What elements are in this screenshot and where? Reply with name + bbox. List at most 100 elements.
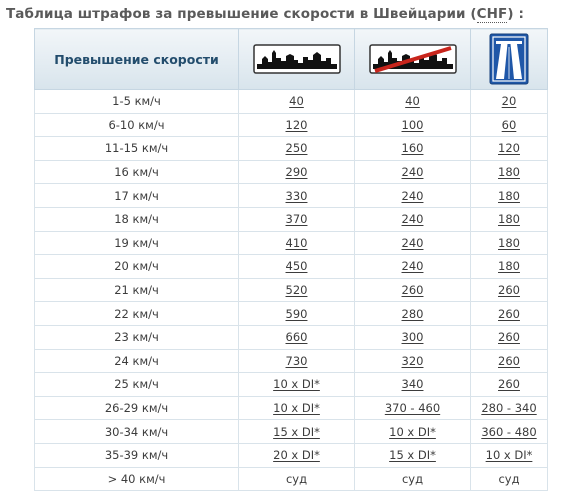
speed-cell: 30-34 км/ч <box>34 419 239 444</box>
town-fine-cell-value[interactable]: 450 <box>285 259 308 274</box>
town-end-fine-cell: 240 <box>354 206 471 232</box>
motorway-fine-cell-value[interactable]: 260 <box>498 377 520 392</box>
speed-cell: 11-15 км/ч <box>34 136 239 161</box>
town-fine-cell-value[interactable]: 120 <box>285 117 308 132</box>
motorway-fine-cell-value[interactable]: 180 <box>498 212 520 227</box>
speed-cell: 24 км/ч <box>34 348 239 374</box>
title-text: Таблица штрафов за превышение скорости в… <box>6 6 477 22</box>
motorway-fine-cell: 120 <box>470 136 548 161</box>
header-motorway <box>470 28 548 90</box>
speed-cell: 6-10 км/ч <box>34 112 239 138</box>
motorway-fine-cell-value[interactable]: 60 <box>501 117 517 132</box>
motorway-fine-cell-value[interactable]: 260 <box>498 283 520 298</box>
town-fine-cell: 10 x DI* <box>238 372 355 397</box>
speed-cell-value: 19 км/ч <box>114 235 159 250</box>
town-fine-cell-value[interactable]: 250 <box>285 141 308 156</box>
town-end-sign-icon <box>368 44 457 74</box>
speed-cell: 21 км/ч <box>34 277 239 303</box>
speed-cell: 23 км/ч <box>34 324 239 350</box>
town-end-fine-cell-value[interactable]: 280 <box>401 306 424 321</box>
header-town <box>238 28 355 90</box>
town-fine-cell-value[interactable]: 330 <box>285 188 308 203</box>
speed-cell: 35-39 км/ч <box>34 442 239 468</box>
town-end-fine-cell-value[interactable]: 340 <box>401 377 424 392</box>
town-end-fine-cell: 240 <box>354 183 471 208</box>
town-fine-cell-value[interactable]: 15 x DI* <box>273 424 320 439</box>
town-end-fine-cell-value[interactable]: 10 x DI* <box>389 424 436 439</box>
speed-cell-value: 35-39 км/ч <box>104 448 169 463</box>
motorway-fine-cell: 180 <box>470 206 548 232</box>
motorway-fine-cell-value[interactable]: 260 <box>498 353 520 368</box>
town-end-fine-cell: 260 <box>354 277 471 303</box>
town-end-fine-cell-value[interactable]: 370 - 460 <box>384 401 441 416</box>
town-end-fine-cell-value[interactable]: 160 <box>401 141 424 156</box>
town-fine-cell-value[interactable]: 20 x DI* <box>273 448 320 463</box>
town-end-fine-cell: суд <box>354 466 471 491</box>
town-fine-cell-value[interactable]: 590 <box>285 306 308 321</box>
motorway-fine-cell-value[interactable]: 260 <box>498 306 520 321</box>
speed-cell-value: 30-34 км/ч <box>104 424 169 439</box>
town-fine-cell: 120 <box>238 112 355 138</box>
town-fine-cell-value[interactable]: 10 x DI* <box>273 377 320 392</box>
motorway-fine-cell-value[interactable]: 120 <box>498 141 520 156</box>
town-end-fine-cell-value[interactable]: 240 <box>401 165 424 180</box>
motorway-fine-cell: 180 <box>470 159 548 185</box>
town-fine-cell-value[interactable]: 520 <box>285 283 308 298</box>
town-fine-cell: 250 <box>238 136 355 161</box>
table-row: 11-15 км/ч 250 160 120 <box>34 136 548 161</box>
town-end-fine-cell-value[interactable]: 240 <box>401 212 424 227</box>
currency-abbr[interactable]: CHF <box>476 6 508 23</box>
motorway-fine-cell-value[interactable]: 180 <box>498 235 520 250</box>
title-end: ) : <box>507 6 524 22</box>
motorway-fine-cell-value[interactable]: 360 - 480 <box>481 424 537 439</box>
motorway-fine-cell: суд <box>470 466 548 491</box>
motorway-fine-cell: 280 - 340 <box>470 395 548 421</box>
motorway-sign-icon <box>489 33 529 85</box>
table-row: 6-10 км/ч 120 100 60 <box>34 112 548 138</box>
motorway-fine-cell: 180 <box>470 230 548 256</box>
town-fine-cell: 290 <box>238 159 355 185</box>
motorway-fine-cell-value[interactable]: 280 - 340 <box>481 401 537 416</box>
table-row: 24 км/ч 730 320 260 <box>34 348 548 374</box>
town-fine-cell-value[interactable]: 40 <box>289 94 304 109</box>
town-end-fine-cell-value[interactable]: 240 <box>401 235 424 250</box>
town-fine-cell-value[interactable]: 290 <box>285 165 308 180</box>
town-end-fine-cell-value[interactable]: 300 <box>401 330 424 345</box>
motorway-fine-cell-value[interactable]: 180 <box>498 188 520 203</box>
motorway-fine-cell-value[interactable]: 260 <box>498 330 520 345</box>
motorway-fine-cell-value[interactable]: 20 <box>501 94 517 109</box>
town-end-fine-cell-value[interactable]: 240 <box>401 259 424 274</box>
town-fine-cell-value[interactable]: 660 <box>285 330 308 345</box>
town-end-fine-cell-value[interactable]: 240 <box>401 188 424 203</box>
table-row: 25 км/ч 10 x DI* 340 260 <box>34 372 548 397</box>
motorway-fine-cell-value[interactable]: 10 x DI* <box>485 448 533 463</box>
motorway-fine-cell-value[interactable]: 180 <box>498 165 520 180</box>
speed-cell-value: 1-5 км/ч <box>112 94 161 109</box>
town-end-fine-cell-value[interactable]: 100 <box>401 117 424 132</box>
table-row: 20 км/ч 450 240 180 <box>34 254 548 279</box>
motorway-fine-cell: 260 <box>470 301 548 326</box>
motorway-fine-cell: 360 - 480 <box>470 419 548 444</box>
town-fine-cell-value[interactable]: 730 <box>285 353 308 368</box>
speed-cell-value: 20 км/ч <box>114 259 159 274</box>
motorway-fine-cell-value[interactable]: 180 <box>498 259 520 274</box>
town-end-fine-cell-value[interactable]: 40 <box>405 94 420 109</box>
speed-cell: 20 км/ч <box>34 254 239 279</box>
town-end-fine-cell: 160 <box>354 136 471 161</box>
speed-cell: 25 км/ч <box>34 372 239 397</box>
motorway-fine-cell: 260 <box>470 277 548 303</box>
table-row: 19 км/ч 410 240 180 <box>34 230 548 256</box>
town-end-fine-cell-value[interactable]: 15 x DI* <box>389 448 436 463</box>
speed-cell-value: 17 км/ч <box>114 188 159 203</box>
town-fine-cell: 330 <box>238 183 355 208</box>
town-fine-cell-value[interactable]: 10 x DI* <box>273 401 320 416</box>
town-end-fine-cell-value[interactable]: 320 <box>401 353 424 368</box>
motorway-fine-cell: 20 <box>470 89 548 114</box>
speed-cell-value: 22 км/ч <box>114 306 159 321</box>
table-row: 16 км/ч 290 240 180 <box>34 159 548 185</box>
town-end-fine-cell-value[interactable]: 260 <box>401 283 424 298</box>
town-fine-cell-value[interactable]: 370 <box>285 212 308 227</box>
town-fine-cell-value[interactable]: 410 <box>285 235 308 250</box>
speed-cell-value: 16 км/ч <box>114 165 159 180</box>
speed-cell: 18 км/ч <box>34 206 239 232</box>
